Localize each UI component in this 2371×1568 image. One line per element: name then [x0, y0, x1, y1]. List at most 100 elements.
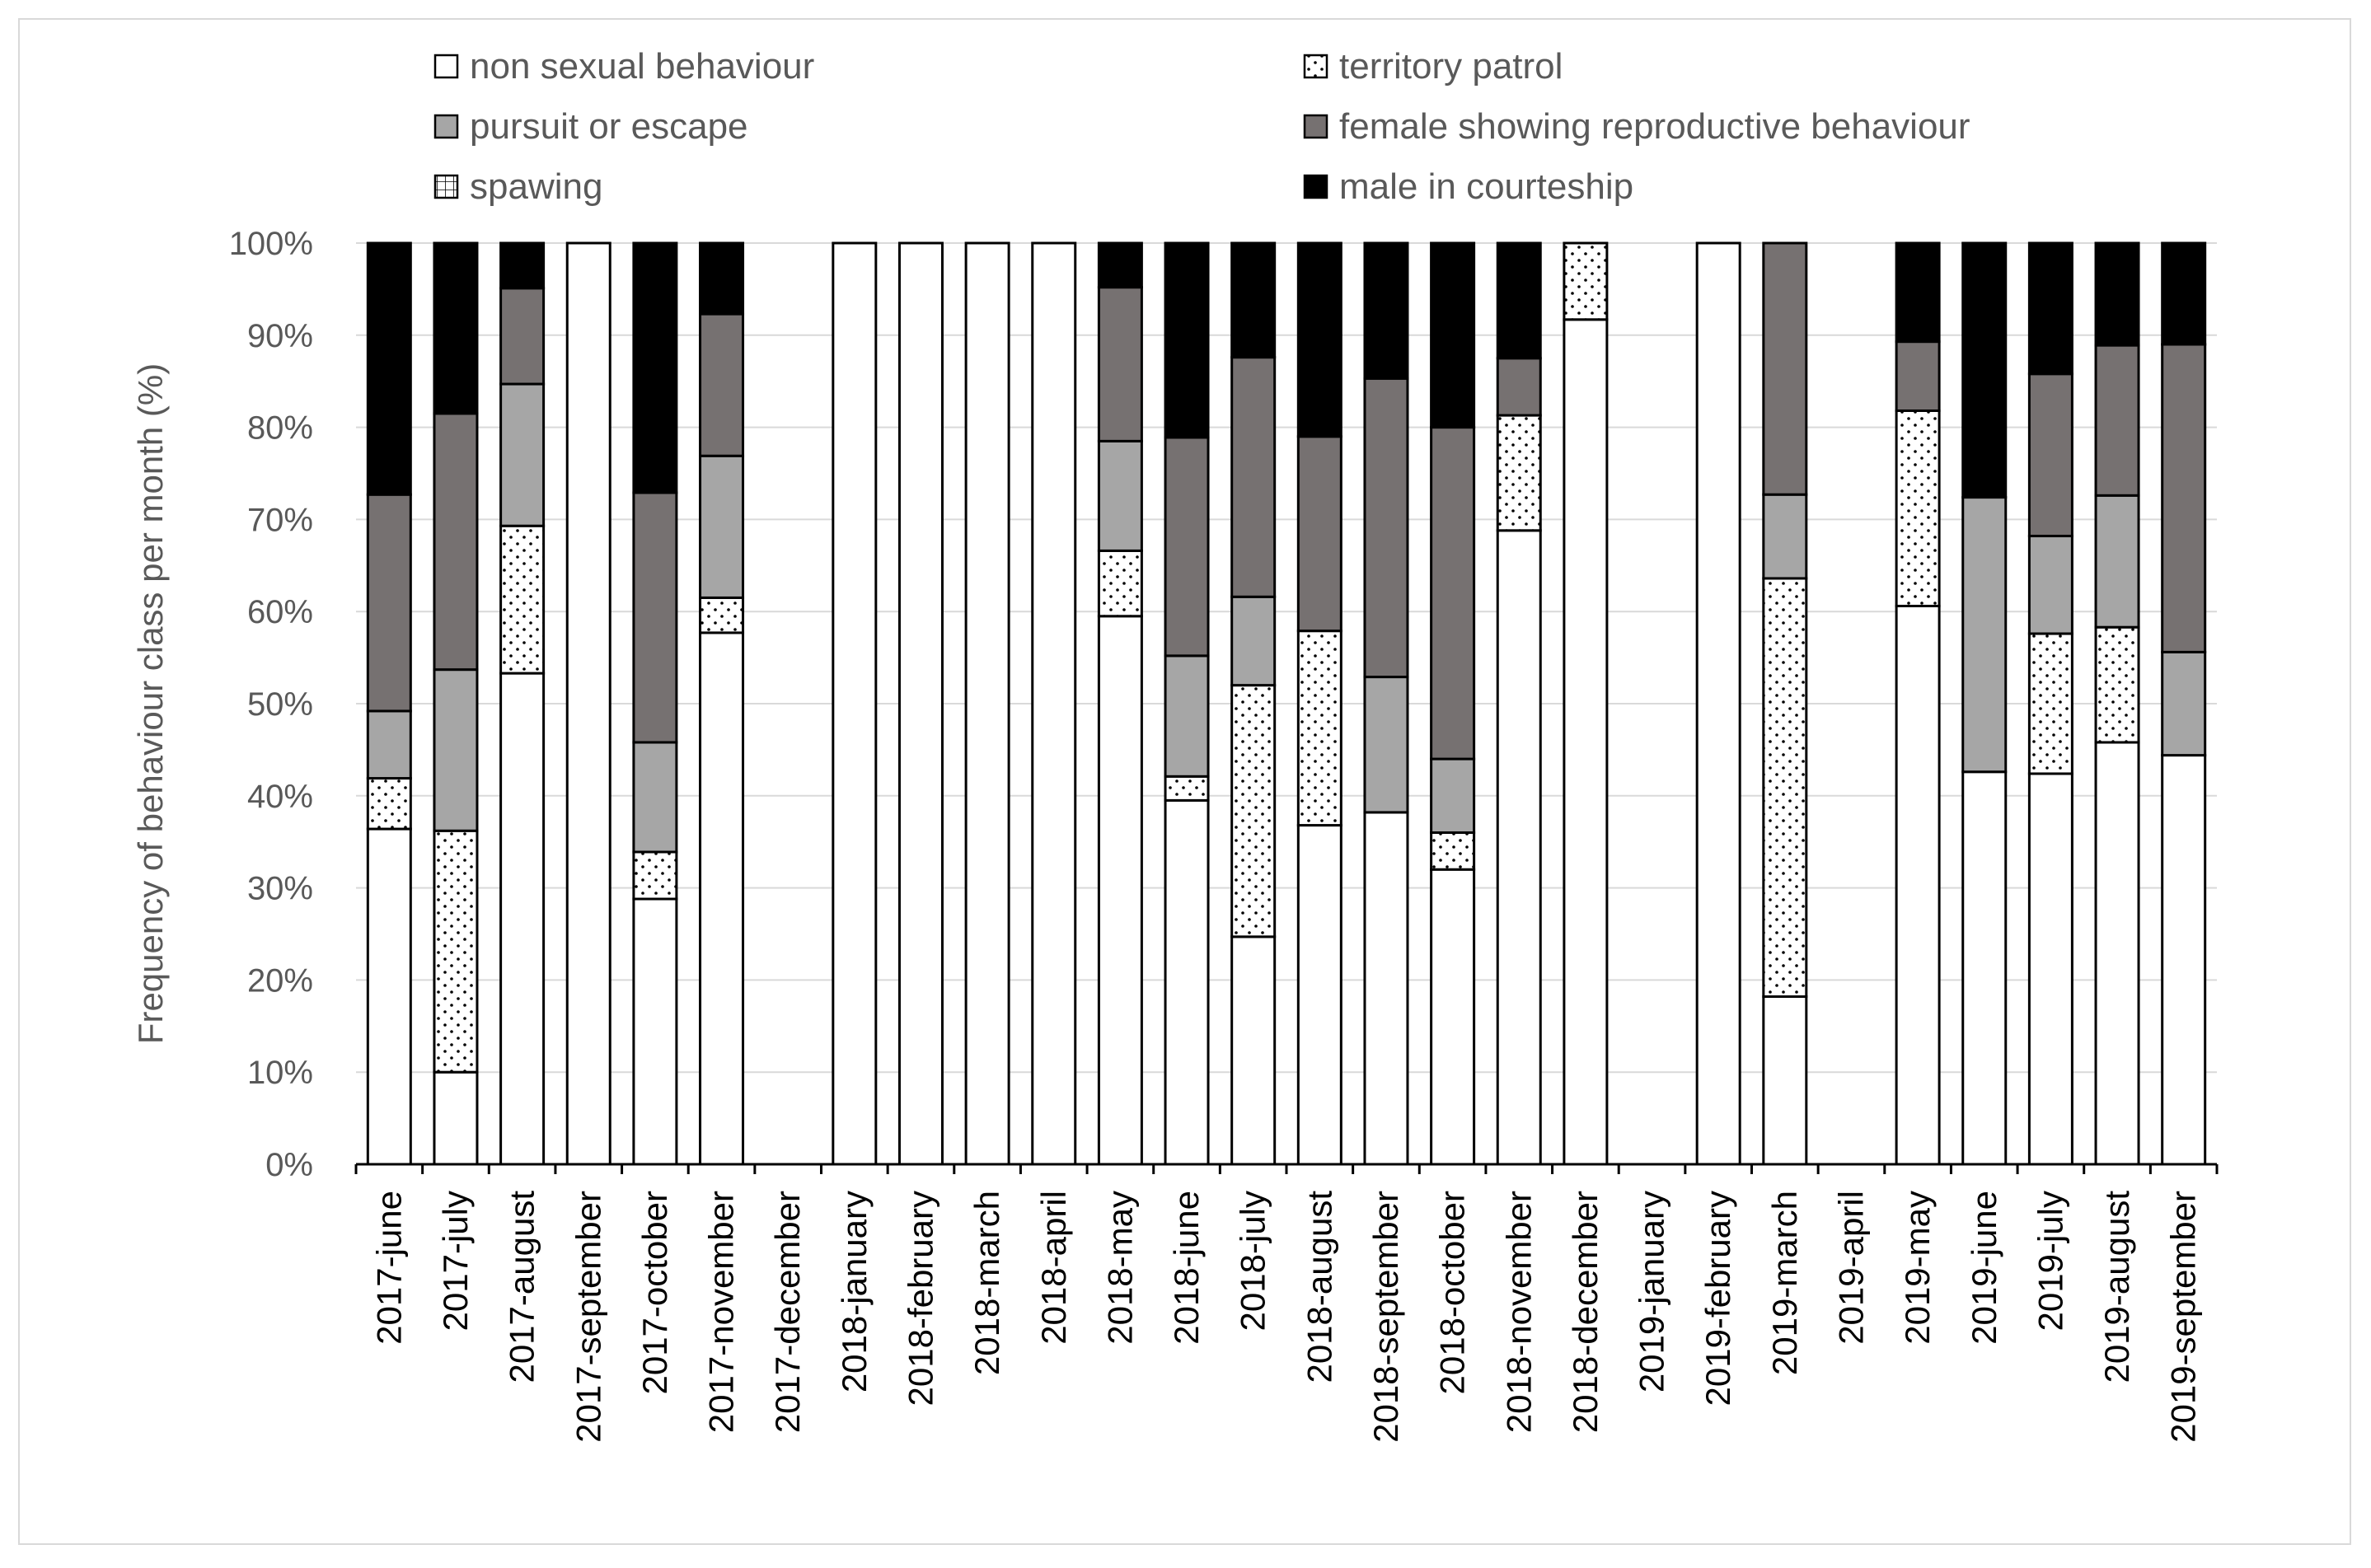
x-axis-tick-labels: 2017-june 2017-july 2017-august 2017-septem… [369, 1191, 2202, 1443]
legend-swatch [433, 54, 459, 79]
x-tick-label: 2019-january [1633, 1191, 1671, 1392]
bar-segment-male-in-courteship [499, 241, 546, 290]
bar-segment-male-in-courteship [1961, 241, 2008, 499]
bar-segment-female-showing-reproductive-behaviour [699, 312, 745, 457]
bar-segment-male-in-courteship [366, 241, 412, 496]
bar-segment-female-showing-reproductive-behaviour [1895, 340, 1941, 412]
bar-2018-october [1430, 241, 1476, 1166]
bar-segment-non-sexual-behaviour [2027, 772, 2073, 1166]
y-tick-label: 50% [247, 686, 313, 723]
bar-segment-pursuit-or-escape [632, 741, 678, 854]
x-tick-label: 2017-august [503, 1191, 541, 1383]
bar-segment-female-showing-reproductive-behaviour [1164, 436, 1210, 658]
bar-segment-territory-patrol [1762, 577, 1808, 999]
x-tick-label: 2017-july [436, 1191, 475, 1331]
bar-2019-july [2027, 241, 2073, 1166]
bar-segment-non-sexual-behaviour [1296, 824, 1342, 1166]
bar-segment-pursuit-or-escape [1164, 654, 1210, 778]
bar-segment-male-in-courteship [632, 241, 678, 494]
bar-segment-territory-patrol [1164, 775, 1210, 802]
bar-segment-pursuit-or-escape [1961, 496, 2008, 774]
x-tick-label: 2018-january [835, 1191, 874, 1392]
bar-segment-territory-patrol [632, 850, 678, 901]
bar-segment-female-showing-reproductive-behaviour [366, 493, 412, 713]
bar-2018-july [1230, 241, 1277, 1166]
bar-segment-male-in-courteship [1097, 241, 1143, 289]
bar-2018-february [897, 241, 944, 1166]
y-tick-label: 40% [247, 779, 313, 815]
bar-segment-non-sexual-behaviour [832, 241, 878, 1166]
bar-2018-november [1496, 241, 1542, 1166]
bar-segment-male-in-courteship [1496, 241, 1542, 360]
x-tick-label: 2019-september [2164, 1191, 2203, 1443]
bar-segment-non-sexual-behaviour [964, 241, 1010, 1166]
bar-segment-territory-patrol [2027, 632, 2073, 775]
bar-segment-male-in-courteship [2161, 241, 2207, 346]
bar-segment-territory-patrol [1895, 409, 1941, 607]
bar-segment-non-sexual-behaviour [699, 631, 745, 1166]
bar-segment-pursuit-or-escape [499, 382, 546, 527]
legend-label: female showing reproductive behaviour [1339, 106, 1970, 147]
bar-2017-october [632, 241, 678, 1166]
legend-label: pursuit or escape [470, 106, 748, 147]
x-tick-label: 2018-may [1100, 1191, 1139, 1345]
y-tick-label: 0% [265, 1147, 313, 1183]
bars [366, 241, 2207, 1166]
bar-segment-non-sexual-behaviour [1097, 615, 1143, 1166]
legend-swatch [1303, 174, 1328, 199]
bar-segment-territory-patrol [433, 829, 479, 1074]
legend-item-male-in-courteship: male in courteship [1303, 166, 1633, 207]
bar-segment-pursuit-or-escape [1230, 595, 1277, 687]
x-tick-label: 2018-june [1167, 1191, 1206, 1345]
bar-segment-female-showing-reproductive-behaviour [1097, 286, 1143, 442]
x-tick-label: 2017-september [569, 1191, 607, 1443]
bar-segment-pursuit-or-escape [1097, 439, 1143, 552]
x-tick-label: 2019-february [1699, 1191, 1737, 1407]
bar-segment-non-sexual-behaviour [1563, 318, 1609, 1166]
bar-segment-territory-patrol [499, 524, 546, 675]
bar-segment-male-in-courteship [1363, 241, 1409, 380]
bar-segment-non-sexual-behaviour [1496, 529, 1542, 1166]
bar-segment-territory-patrol [1563, 241, 1609, 321]
bar-segment-pursuit-or-escape [2027, 535, 2073, 635]
y-tick-label: 90% [247, 318, 313, 354]
x-tick-label: 2017-december [768, 1191, 807, 1433]
bar-segment-territory-patrol [699, 596, 745, 634]
bar-segment-pursuit-or-escape [1762, 493, 1808, 580]
bar-2018-june [1164, 241, 1210, 1166]
bar-segment-female-showing-reproductive-behaviour [1430, 426, 1476, 761]
x-tick-label: 2017-june [369, 1191, 408, 1345]
bar-segment-non-sexual-behaviour [1230, 935, 1277, 1166]
bar-segment-territory-patrol [1230, 684, 1277, 938]
bar-segment-male-in-courteship [433, 241, 479, 415]
bar-2019-june [1961, 241, 2008, 1166]
bar-segment-female-showing-reproductive-behaviour [632, 491, 678, 744]
bar-2019-september [2161, 241, 2207, 1166]
x-tick-label: 2018-march [968, 1191, 1006, 1375]
legend-item-pursuit-or-escape: pursuit or escape [433, 106, 748, 147]
bar-segment-non-sexual-behaviour [1164, 798, 1210, 1166]
bar-2017-august [499, 241, 546, 1166]
x-tick-label: 2018-july [1234, 1191, 1272, 1331]
bar-segment-territory-patrol [1496, 414, 1542, 532]
legend-label: male in courteship [1339, 166, 1633, 207]
x-tick-label: 2019-may [1898, 1191, 1937, 1345]
x-tick-label: 2018-november [1499, 1191, 1538, 1433]
legend-swatch [1303, 54, 1328, 79]
bar-segment-male-in-courteship [1895, 241, 1941, 344]
bar-2017-november [699, 241, 745, 1166]
legend-item-female-showing-reproductive-behaviour: female showing reproductive behaviour [1303, 106, 1970, 147]
legend-label: spawing [470, 166, 602, 207]
legend-swatch [433, 114, 459, 139]
bar-segment-territory-patrol [1296, 630, 1342, 827]
y-tick-label: 100% [229, 226, 313, 262]
bar-segment-female-showing-reproductive-behaviour [2094, 344, 2140, 497]
y-tick-label: 10% [247, 1055, 313, 1091]
bar-2019-may [1895, 241, 1941, 1166]
bar-2018-may [1097, 241, 1143, 1166]
bar-2018-april [1031, 241, 1077, 1166]
bar-segment-pursuit-or-escape [2161, 650, 2207, 757]
legend-swatch [433, 174, 459, 199]
bar-segment-non-sexual-behaviour [1363, 811, 1409, 1166]
bar-2019-march [1762, 241, 1808, 1166]
